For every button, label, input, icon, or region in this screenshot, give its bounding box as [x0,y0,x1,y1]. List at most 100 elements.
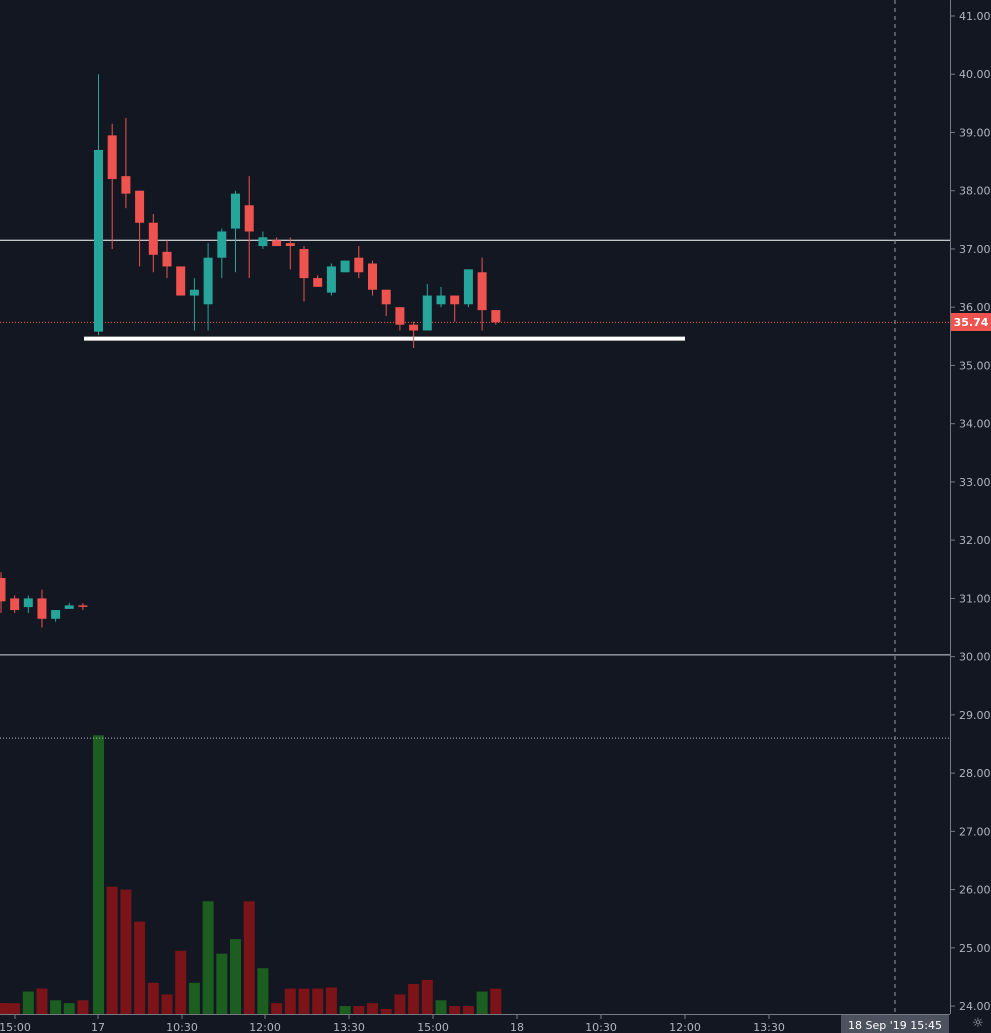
volume-bar [380,1008,392,1014]
price-tick-label: 34.00 [959,418,991,431]
time-tick-label: 13:30 [753,1021,785,1033]
candle-body [463,269,473,305]
volume-bar [188,982,200,1014]
chart-settings-icon[interactable]: ☼ [972,1016,984,1031]
volume-bar [367,1003,378,1014]
price-tick-label: 32.00 [959,534,991,547]
bearish-candle [10,595,20,613]
volume-bar [462,1006,474,1014]
volume-bar [175,950,187,1014]
price-tick-label: 31.00 [959,592,991,605]
volume-bar [394,994,406,1014]
volume-bar [9,1003,21,1014]
candle-body [148,222,158,255]
volume-bar [50,1000,62,1014]
time-axis[interactable]: 15:00 17 10:30 12:00 13:30 15:00 18 10:30 12:00 1… [0,1015,785,1033]
bearish-candle [491,310,501,325]
volume-bar [284,988,296,1014]
price-tick-label: 35.00 [959,359,991,372]
candle-body [491,310,501,323]
price-tick-label: 37.00 [959,243,991,256]
candle-body [189,289,199,296]
candle-body [176,266,186,296]
candle-body [0,578,6,602]
candle-body [313,278,323,287]
price-tick-label: 38.00 [959,185,991,198]
candle-body [299,248,309,279]
volume-bar [147,982,159,1014]
volume-bar [134,921,146,1014]
time-tick-label: 13:30 [333,1021,365,1033]
bearish-candle [381,289,391,316]
volume-bar [63,1003,75,1014]
bearish-candle [477,257,487,331]
candle-body [395,307,405,325]
bearish-candle [285,237,295,270]
volume-bar [271,1003,283,1014]
time-tick-label: 15:00 [0,1021,31,1033]
volume-bar [353,1006,365,1014]
bearish-candle [37,589,47,628]
time-tick-label: 12:00 [249,1021,281,1033]
bearish-candle [354,246,364,279]
volume-bar [421,979,433,1014]
volume-bar [120,889,132,1014]
candle-body [94,149,103,332]
volume-bar [298,988,310,1014]
bearish-candle [409,321,419,348]
bullish-candle [217,228,227,279]
volume-bar [0,1003,11,1014]
volume-bar [202,901,214,1014]
candle-body [368,263,377,290]
last-price-badge: 35.74 [951,313,991,331]
price-tick-label: 24.00 [959,1000,991,1013]
bullish-candle [189,278,199,331]
volume-bar [161,994,173,1014]
volume-bar [106,886,118,1014]
volume-bar [449,1006,461,1014]
candle-body [78,605,88,607]
bearish-candle [244,176,254,279]
volume-bar [22,991,34,1014]
crosshair-time-badge: 18 Sep '19 15:45 [841,1015,949,1033]
volume-bar [216,953,228,1014]
candle-body [450,295,460,305]
candle-body [326,266,336,293]
bearish-candle [135,190,145,267]
bullish-candle [463,269,473,308]
candle-body [340,260,350,273]
volume-bars [0,735,502,1014]
candle-body [37,598,47,619]
candle-body [121,176,131,194]
crosshair-time-badge-bg [841,1015,949,1033]
time-tick-label: 10:30 [166,1021,198,1033]
volume-bar [339,1006,351,1014]
horizontal-levels[interactable] [0,239,950,739]
candle-body [381,289,391,305]
bearish-candle [78,603,88,611]
candle-body [409,324,419,331]
candle-body [258,237,268,247]
candle-body [285,243,295,247]
price-tick-label: 26.00 [959,884,991,897]
volume-bar [93,735,104,1014]
price-tick-label: 33.00 [959,476,991,489]
time-tick-label: 12:00 [669,1021,701,1033]
time-tick-label: 10:30 [585,1021,617,1033]
volume-bar [408,983,420,1014]
price-axis[interactable]: 24.00 25.00 26.00 27.00 28.00 29.00 30.00 31.00… [951,10,991,1013]
candle-body [244,205,254,232]
bearish-candle [162,240,172,279]
volume-bar [312,988,324,1014]
bearish-candle [148,214,158,273]
volume-bar [77,1000,89,1014]
bearish-candle [272,237,282,247]
bearish-candle [313,275,323,287]
volume-bar [490,988,502,1014]
bearish-candle [299,246,309,302]
last-price-badge-bg [951,313,991,331]
candle-body [203,257,213,305]
price-tick-label: 25.00 [959,942,991,955]
volume-bar [243,901,255,1014]
